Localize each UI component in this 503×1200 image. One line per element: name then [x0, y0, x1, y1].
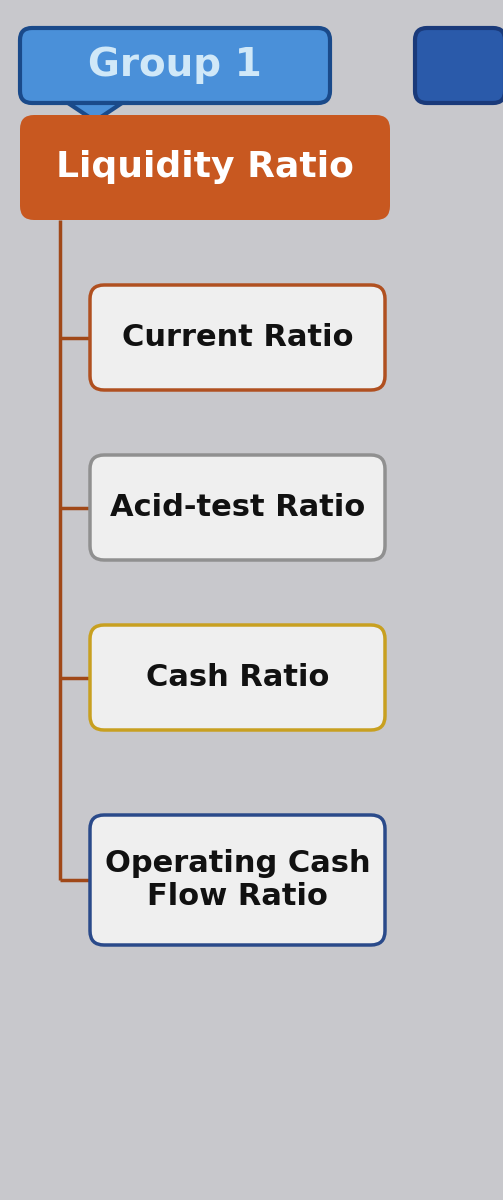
FancyBboxPatch shape	[90, 815, 385, 946]
Text: Operating Cash
Flow Ratio: Operating Cash Flow Ratio	[105, 848, 370, 911]
Polygon shape	[68, 103, 122, 121]
Text: Liquidity Ratio: Liquidity Ratio	[56, 150, 354, 185]
Text: Current Ratio: Current Ratio	[122, 323, 353, 352]
FancyBboxPatch shape	[415, 28, 503, 103]
FancyBboxPatch shape	[20, 115, 390, 220]
FancyBboxPatch shape	[20, 28, 330, 103]
FancyBboxPatch shape	[90, 455, 385, 560]
FancyBboxPatch shape	[90, 625, 385, 730]
Text: Cash Ratio: Cash Ratio	[146, 662, 329, 692]
Text: Group 1: Group 1	[88, 47, 262, 84]
FancyBboxPatch shape	[90, 284, 385, 390]
Text: Acid-test Ratio: Acid-test Ratio	[110, 493, 365, 522]
